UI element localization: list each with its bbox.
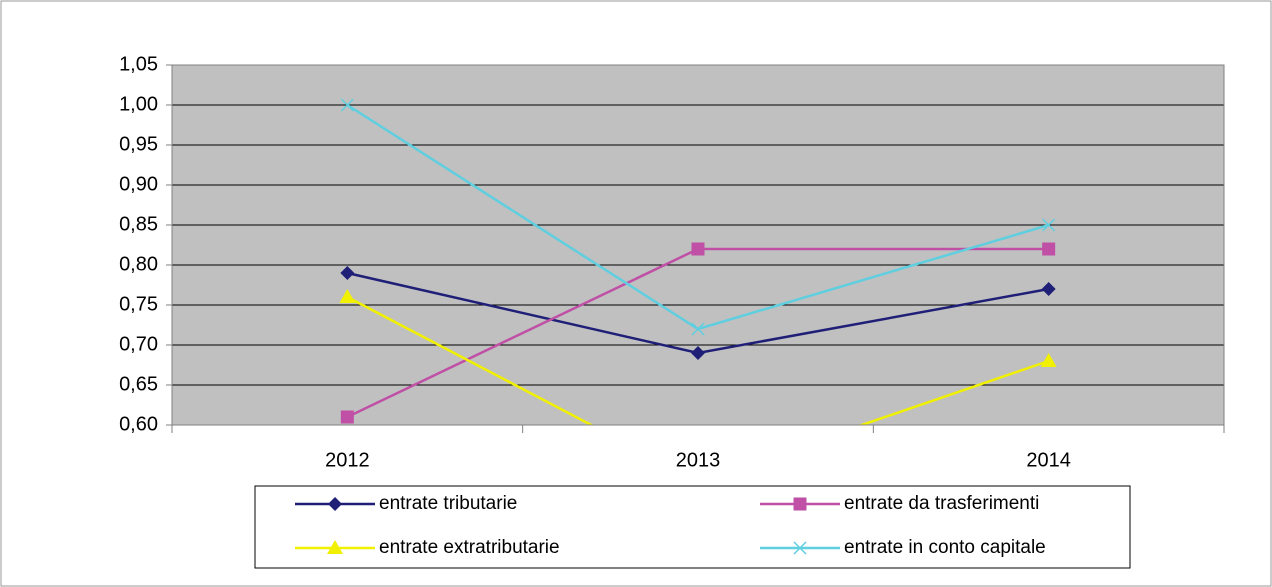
marker [340,98,354,112]
y-tick-label: 0,90 [119,173,158,195]
marker [339,289,356,303]
series-line [346,295,1050,425]
marker [691,322,705,336]
marker [340,266,355,280]
x-tick-label: 2012 [325,449,370,471]
marker [1040,353,1057,367]
y-tick-label: 1,05 [119,53,158,75]
y-tick-label: 0,95 [119,133,158,155]
legend [254,485,1131,569]
x-tick-label: 2013 [676,449,721,471]
marker [340,410,354,424]
y-tick-label: 0,60 [119,413,158,435]
plot-border [171,64,1225,426]
marker [328,497,342,511]
marker [691,242,705,256]
marker [793,541,807,555]
legend-label: entrate extratributarie [379,537,560,558]
y-tick-label: 0,65 [119,373,158,395]
marker [691,346,705,360]
y-tick-label: 1,00 [119,93,158,115]
legend-label: entrate in conto capitale [844,537,1046,558]
marker [1042,242,1056,256]
marker [1041,282,1056,296]
y-tick-label: 0,70 [119,333,158,355]
y-tick-label: 0,80 [119,253,158,275]
y-tick-label: 0,75 [119,293,158,315]
marker [1042,218,1056,232]
marker [793,497,807,511]
marker [327,540,343,554]
legend-label: entrate tributarie [379,493,517,514]
y-tick-label: 0,85 [119,213,158,235]
x-tick-label: 2014 [1026,449,1071,471]
legend-label: entrate da trasferimenti [844,493,1039,514]
